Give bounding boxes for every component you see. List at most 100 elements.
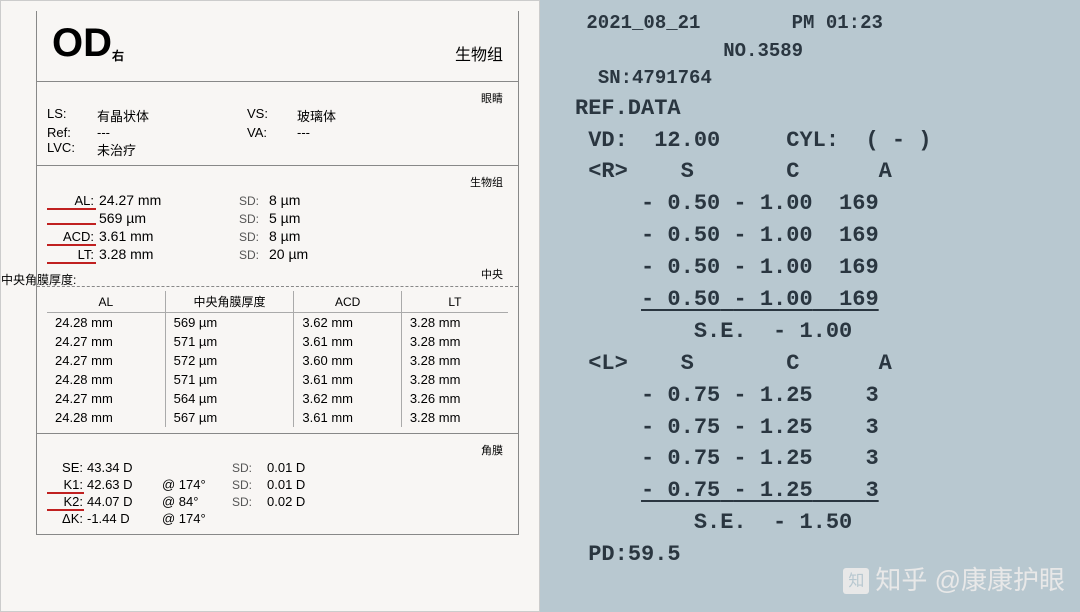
table-cell: 3.61 mm xyxy=(294,332,401,351)
keratometry-section: 角膜 SE:43.34 DSD:0.01 DK1:42.63 D@ 174°SD… xyxy=(36,434,519,535)
biometry-row: AL:24.27 mmSD:8 µm xyxy=(47,192,508,208)
k-sd-key: SD: xyxy=(232,460,267,475)
table-cell: 24.28 mm xyxy=(47,313,165,333)
table-row: 24.28 mm571 µm3.61 mm3.28 mm xyxy=(47,370,508,389)
table-cell: 3.62 mm xyxy=(294,313,401,333)
measurement-table: AL中央角膜厚度ACDLT 24.28 mm569 µm3.62 mm3.28 … xyxy=(47,291,508,427)
table-cell: 3.62 mm xyxy=(294,389,401,408)
reading-row: - 0.50 - 1.00 169 xyxy=(575,188,1065,220)
k-value: 42.63 D xyxy=(87,477,162,492)
no-line: NO.3589 xyxy=(575,38,1065,66)
k-row: ΔK:-1.44 D@ 174° xyxy=(47,511,508,526)
table-cell: 3.28 mm xyxy=(401,313,508,333)
table-cell: 3.28 mm xyxy=(401,351,508,370)
k-sd-key: SD: xyxy=(232,494,267,509)
l-se: S.E. - 1.50 xyxy=(575,507,1065,539)
sub-label-1: 眼睛 xyxy=(47,88,508,106)
k-sd-key: SD: xyxy=(232,477,267,492)
va-label: VA: xyxy=(247,125,297,140)
k-value: 43.34 D xyxy=(87,460,162,475)
table-row: 24.27 mm564 µm3.62 mm3.26 mm xyxy=(47,389,508,408)
eye-label: OD右 xyxy=(52,21,124,66)
k-row: K1:42.63 D@ 174°SD:0.01 D xyxy=(47,477,508,492)
reading-row: - 0.75 - 1.25 3 xyxy=(575,443,1065,475)
table-row: 24.28 mm567 µm3.61 mm3.28 mm xyxy=(47,408,508,427)
k-at xyxy=(162,460,232,475)
lvc-value: 未治疗 xyxy=(97,140,247,159)
table-cell: 3.28 mm xyxy=(401,370,508,389)
k-value: 44.07 D xyxy=(87,494,162,509)
table-cell: 24.27 mm xyxy=(47,389,165,408)
header-section: OD右 生物组 xyxy=(36,11,519,82)
table-row: 24.27 mm572 µm3.60 mm3.28 mm xyxy=(47,351,508,370)
ls-label: LS: xyxy=(47,106,97,125)
r-avg: - 0.50 - 1.00 169 xyxy=(575,284,1065,316)
side-note: 中央角膜厚度: xyxy=(1,271,76,288)
table-header: 中央角膜厚度 xyxy=(165,291,294,313)
k-key: ΔK: xyxy=(47,511,87,526)
sd-value: 8 µm xyxy=(269,192,300,208)
left-document: OD右 生物组 眼睛 LS:有晶状体VS:玻璃体 Ref:---VA:--- L… xyxy=(0,0,540,612)
table-cell: 24.28 mm xyxy=(47,408,165,427)
biometry-key: ACD: xyxy=(47,229,99,244)
k-at: @ 174° xyxy=(162,511,232,526)
table-header: ACD xyxy=(294,291,401,313)
vs-value: 玻璃体 xyxy=(297,106,447,125)
table-cell: 3.26 mm xyxy=(401,389,508,408)
r-header: <R> S C A xyxy=(575,156,1065,188)
table-cell: 24.27 mm xyxy=(47,351,165,370)
table-cell: 564 µm xyxy=(165,389,294,408)
sub-label-2: 生物组 xyxy=(47,172,508,190)
vd-line: VD: 12.00 CYL: ( - ) xyxy=(575,125,1065,157)
sd-key: SD: xyxy=(239,230,269,244)
sd-key: SD: xyxy=(239,212,269,226)
k-row: K2:44.07 D@ 84°SD:0.02 D xyxy=(47,494,508,509)
k-at: @ 84° xyxy=(162,494,232,509)
biometry-row: 569 µmSD:5 µm xyxy=(47,210,508,226)
biometry-value: 3.61 mm xyxy=(99,228,239,244)
k-sd-value: 0.01 D xyxy=(267,477,305,492)
sd-key: SD: xyxy=(239,248,269,262)
k-sd-key xyxy=(232,511,267,526)
sub-label-3: 中央 xyxy=(47,264,508,282)
date-line: 2021_08_21 PM 01:23 xyxy=(575,10,1065,38)
k-key: K1: xyxy=(47,477,87,492)
table-cell: 3.28 mm xyxy=(401,332,508,351)
va-value: --- xyxy=(297,125,447,140)
table-cell: 571 µm xyxy=(165,332,294,351)
biometry-row: LT:3.28 mmSD:20 µm xyxy=(47,246,508,262)
sd-value: 20 µm xyxy=(269,246,308,262)
reading-row: - 0.75 - 1.25 3 xyxy=(575,380,1065,412)
biometry-key: AL: xyxy=(47,193,99,208)
table-cell: 3.60 mm xyxy=(294,351,401,370)
k-key: SE: xyxy=(47,460,87,475)
biometry-value: 569 µm xyxy=(99,210,239,226)
sd-value: 5 µm xyxy=(269,210,300,226)
vs-label: VS: xyxy=(247,106,297,125)
table-cell: 3.61 mm xyxy=(294,408,401,427)
k-key: K2: xyxy=(47,494,87,509)
table-cell: 572 µm xyxy=(165,351,294,370)
watermark: 知乎 @康康护眼 xyxy=(843,562,1065,600)
reading-row: - 0.75 - 1.25 3 xyxy=(575,412,1065,444)
l-header: <L> S C A xyxy=(575,348,1065,380)
k-at: @ 174° xyxy=(162,477,232,492)
biometry-value: 3.28 mm xyxy=(99,246,239,262)
biometry-value: 24.27 mm xyxy=(99,192,239,208)
zhihu-icon xyxy=(843,568,869,594)
reading-row: - 0.50 - 1.00 169 xyxy=(575,252,1065,284)
right-receipt: 2021_08_21 PM 01:23 NO.3589 SN:4791764 R… xyxy=(540,0,1080,612)
table-header: LT xyxy=(401,291,508,313)
table-row: 24.28 mm569 µm3.62 mm3.28 mm xyxy=(47,313,508,333)
status-section: 眼睛 LS:有晶状体VS:玻璃体 Ref:---VA:--- LVC:未治疗 xyxy=(36,82,519,166)
table-header: AL xyxy=(47,291,165,313)
table-cell: 3.61 mm xyxy=(294,370,401,389)
k-value: -1.44 D xyxy=(87,511,162,526)
l-avg: - 0.75 - 1.25 3 xyxy=(575,475,1065,507)
header-right: 生物组 xyxy=(455,21,503,65)
ls-value: 有晶状体 xyxy=(97,106,247,125)
table-cell: 24.27 mm xyxy=(47,332,165,351)
biometry-key: LT: xyxy=(47,247,99,262)
table-row: 24.27 mm571 µm3.61 mm3.28 mm xyxy=(47,332,508,351)
k-sd-value: 0.02 D xyxy=(267,494,305,509)
